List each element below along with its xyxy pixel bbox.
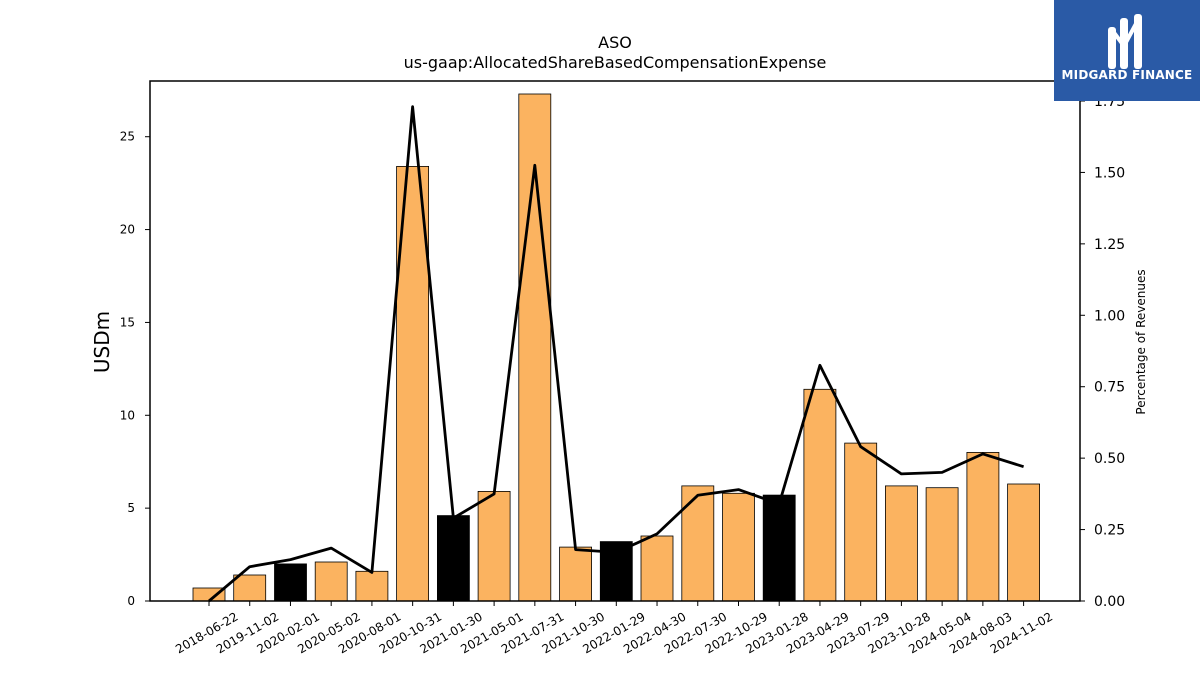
y2-tick-label: 0.50	[1094, 451, 1125, 467]
y-tick-label: 0	[127, 594, 135, 608]
y2-tick-label: 0.25	[1094, 523, 1125, 539]
line-series	[208, 105, 1025, 603]
y2-tick-label: 1.25	[1094, 237, 1125, 253]
x-axis-ticks: 2018-06-222019-11-022020-02-012020-05-02…	[173, 601, 1055, 656]
logo-mark-icon	[1108, 14, 1142, 69]
bar-2022-07-30	[681, 485, 715, 602]
bar-2022-04-30	[640, 535, 674, 602]
y2-axis-label: Percentage of Revenues	[1134, 269, 1148, 414]
y-tick-label: 25	[120, 130, 135, 144]
bar-2022-10-29	[722, 492, 755, 602]
y2-tick-label: 1.00	[1094, 308, 1125, 324]
chart-title: ASO	[598, 33, 632, 52]
bar-2024-08-03	[966, 451, 1000, 602]
bar-2024-11-02	[1007, 483, 1040, 602]
bar-2023-01-28	[762, 494, 796, 602]
plot-frame	[149, 80, 1081, 602]
y-axis-ticks: 0 5 10 15 20 25	[120, 130, 150, 608]
bar-2020-05-02	[314, 561, 348, 602]
bar-2023-04-29	[803, 388, 837, 602]
bar-series	[192, 93, 1040, 602]
revenue-percentage-line	[208, 105, 1025, 603]
brand-logo: MIDGARD FINANCE	[1054, 0, 1200, 101]
y-tick-label: 5	[127, 501, 135, 515]
y2-tick-label: 1.50	[1094, 165, 1125, 181]
bar-2020-02-01	[274, 563, 307, 602]
y2-axis-ticks: 0.000.250.500.751.001.251.501.75	[1080, 94, 1125, 610]
bar-2019-11-02	[233, 574, 267, 602]
y-tick-label: 10	[120, 408, 135, 422]
y2-tick-label: 0.75	[1094, 380, 1125, 396]
bar-2023-07-29	[844, 442, 878, 602]
y-axis-label: USDm	[90, 311, 114, 373]
bar-2023-10-28	[885, 485, 918, 602]
y-tick-label: 20	[120, 223, 135, 237]
bar-2021-05-01	[477, 490, 511, 602]
bar-2020-08-01	[355, 570, 389, 602]
logo-text: MIDGARD FINANCE	[1061, 68, 1193, 82]
bar-2024-05-04	[925, 487, 959, 602]
axes	[149, 80, 1081, 602]
y-tick-label: 15	[120, 315, 135, 329]
chart-subtitle: us-gaap:AllocatedShareBasedCompensationE…	[404, 53, 827, 72]
bar-2021-01-30	[436, 515, 470, 602]
y2-tick-label: 0.00	[1094, 594, 1125, 610]
bar-2021-10-30	[559, 546, 592, 602]
